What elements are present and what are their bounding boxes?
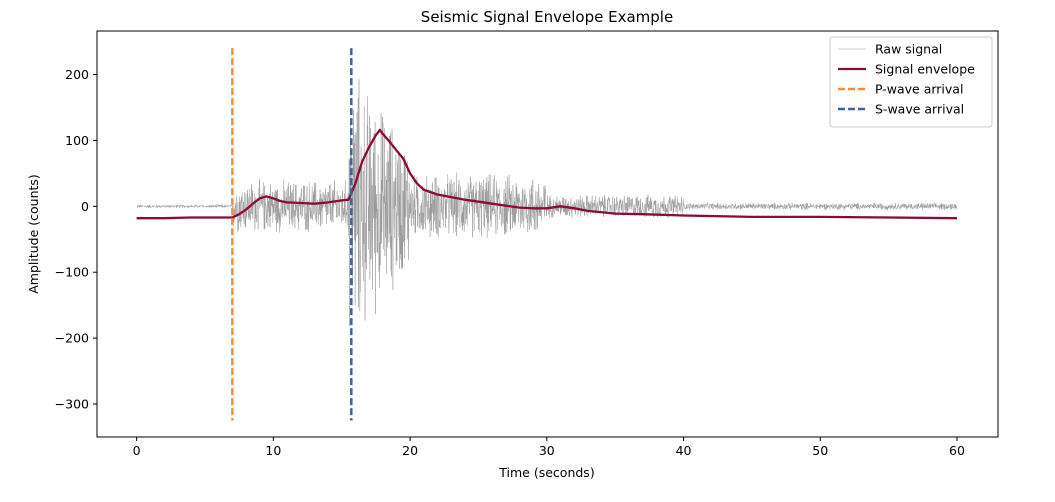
legend: Raw signal Signal envelope P-wave arrival S…	[829, 36, 993, 128]
raw-signal-line	[136, 79, 957, 327]
x-tick-label: 20	[402, 443, 418, 458]
x-tick-label: 60	[949, 443, 965, 458]
x-tick-label: 0	[133, 443, 141, 458]
x-tick-label: 40	[676, 443, 692, 458]
y-tick-label: 100	[65, 133, 89, 148]
y-tick-label: −200	[55, 331, 89, 346]
y-axis-label: Amplitude (counts)	[26, 174, 41, 294]
plot-area	[136, 48, 958, 421]
x-tick-label: 10	[265, 443, 281, 458]
x-tick-label: 50	[812, 443, 828, 458]
legend-p-wave-label: P-wave arrival	[875, 82, 963, 97]
y-tick-label: 0	[81, 199, 89, 214]
y-tick-label: −300	[55, 397, 89, 412]
y-tick-label: 200	[65, 67, 89, 82]
y-tick-label: −100	[55, 265, 89, 280]
signal-envelope-line	[136, 128, 958, 220]
x-tick-label: 30	[539, 443, 555, 458]
axes-frame	[96, 30, 999, 438]
axes: 0 10 20 30 40 50 60 −300 −200 −100 0 100 200	[55, 30, 999, 458]
plot-series	[136, 48, 958, 421]
legend-s-wave-label: S-wave arrival	[875, 102, 964, 117]
legend-raw-signal-label: Raw signal	[875, 42, 942, 57]
x-axis-label: Time (seconds)	[498, 465, 594, 480]
chart-title: Seismic Signal Envelope Example	[421, 8, 673, 26]
legend-box	[829, 36, 993, 128]
legend-signal-envelope-label: Signal envelope	[875, 62, 975, 77]
